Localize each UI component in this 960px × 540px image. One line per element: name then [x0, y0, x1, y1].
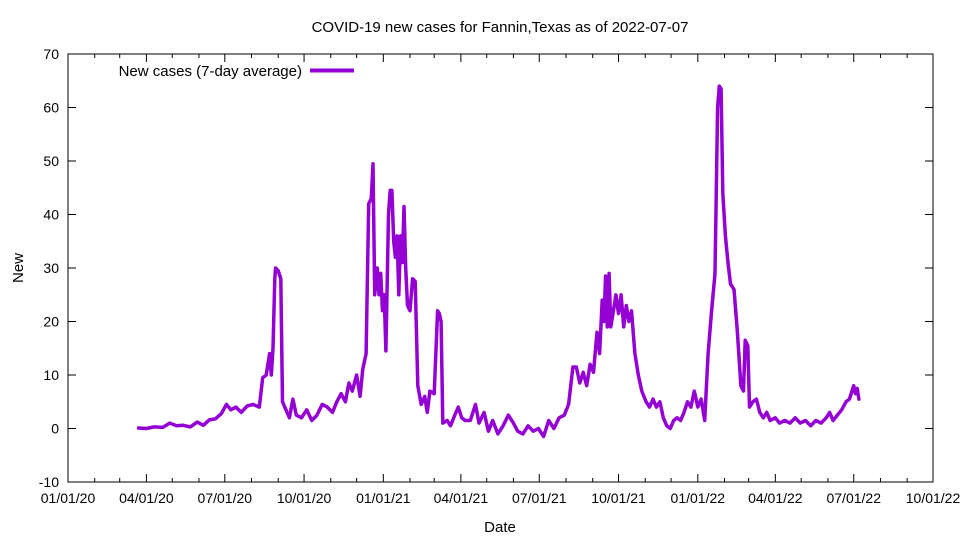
y-tick-label: 10 [43, 367, 59, 383]
x-tick-label: 10/01/22 [906, 490, 960, 506]
y-tick-label: 20 [43, 314, 59, 330]
x-tick-label: 04/01/20 [119, 490, 174, 506]
y-axis-ticks: -10 0 10 20 30 40 50 60 70 [39, 46, 933, 490]
y-tick-label: 30 [43, 260, 59, 276]
x-tick-label: 07/01/22 [826, 490, 881, 506]
plot-frame [67, 53, 934, 483]
y-tick-label: 70 [43, 46, 59, 62]
x-tick-label: 04/01/22 [748, 490, 803, 506]
x-axis-label: Date [484, 519, 516, 536]
x-tick-label: 10/01/20 [277, 490, 332, 506]
x-axis-ticks: 01/01/20 04/01/20 07/01/20 10/01/20 01/01/21… [41, 54, 960, 506]
legend: New cases (7-day average) [119, 63, 354, 80]
series-layer [136, 84, 861, 439]
y-tick-label: 50 [43, 153, 59, 169]
y-tick-label: -10 [39, 474, 59, 490]
y-tick-label: 0 [51, 421, 59, 437]
x-tick-label: 10/01/21 [591, 490, 646, 506]
x-tick-label: 07/01/20 [198, 490, 253, 506]
y-axis-label: New [10, 253, 27, 283]
x-tick-label: 01/01/20 [41, 490, 96, 506]
chart-title: COVID-19 new cases for Fannin,Texas as o… [312, 19, 689, 36]
y-tick-label: 40 [43, 207, 59, 223]
series-line [136, 84, 861, 439]
x-tick-label: 07/01/21 [512, 490, 567, 506]
x-tick-label: 01/01/22 [671, 490, 726, 506]
x-tick-label: 01/01/21 [356, 490, 411, 506]
legend-label: New cases (7-day average) [119, 63, 302, 80]
x-tick-label: 04/01/21 [434, 490, 489, 506]
y-tick-label: 60 [43, 100, 59, 116]
